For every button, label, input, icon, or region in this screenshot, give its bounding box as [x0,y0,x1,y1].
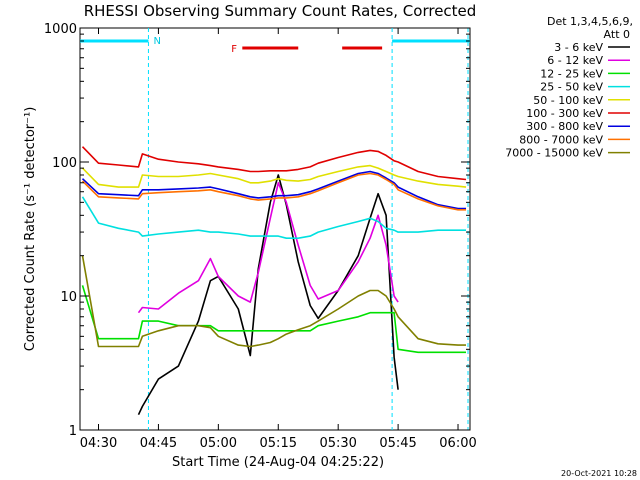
x-tick-label: 05:30 [319,436,356,451]
series-line [81,196,466,239]
y-tick-label: 10 [60,290,77,305]
legend-item-label: 100 - 300 keV [526,107,603,120]
night-marker: N [153,36,160,47]
series-line [81,255,466,348]
legend-item-label: 12 - 25 keV [540,67,603,80]
legend-detectors-label: Det 1,3,4,5,6,9, [547,15,633,28]
legend-item-label: 7000 - 15000 keV [505,147,603,160]
legend-item-label: 3 - 6 keV [554,41,603,54]
y-tick-label: 100 [52,156,77,171]
chart-title: RHESSI Observing Summary Count Rates, Co… [84,2,477,20]
y-axis-label: Corrected Count Rate (s⁻¹ detector⁻¹) [23,107,38,352]
series-line [81,285,466,354]
legend-item-label: 25 - 50 keV [540,81,603,94]
flare-marker: F [231,44,237,55]
legend-item-label: 300 - 800 keV [526,120,603,133]
series-layer [81,146,467,416]
series-line [81,172,466,211]
x-tick-label: 05:15 [260,436,297,451]
x-axis-label: Start Time (24-Aug-04 04:25:22) [172,455,384,470]
x-tick-label: 05:45 [379,436,416,451]
x-tick-label: 04:45 [140,436,177,451]
series-line [81,164,467,188]
legend-item-label: 6 - 12 keV [547,54,603,67]
series-line [137,174,399,416]
plot-area [79,27,471,431]
x-tick-label: 05:00 [200,436,237,451]
annotation-layer: NF [80,28,470,430]
x-tick-label: 04:30 [80,436,117,451]
series-line [81,146,467,181]
legend-attenuator-label: Att 0 [604,28,630,41]
y-tick-label: 1 [69,424,77,439]
series-line [81,170,466,210]
plot-frame [79,27,471,431]
legend-item-label: 800 - 7000 keV [519,133,603,146]
x-tick-label: 06:00 [439,436,476,451]
legend-item-label: 50 - 100 keV [533,94,603,107]
y-tick-label: 1000 [44,22,77,37]
timestamp: 20-Oct-2021 10:28 [561,469,637,478]
axes-layer: 04:30 04:45 05:00 05:15 05:30 05:45 06:00 1 10 10… [44,22,477,451]
series-line [137,182,399,314]
